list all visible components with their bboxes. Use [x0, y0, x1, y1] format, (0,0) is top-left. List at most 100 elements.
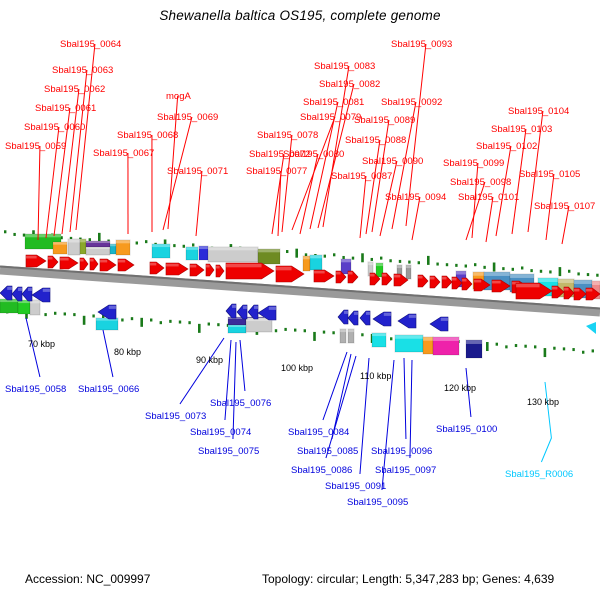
- gene-label-reverse[interactable]: Sbal195_0084: [288, 427, 350, 438]
- gene-label-forward[interactable]: Sbal195_0102: [476, 141, 538, 152]
- gene-label-forward[interactable]: Sbal195_0077: [246, 166, 308, 177]
- gene-arrow-forward[interactable]: [47, 255, 59, 269]
- gene-label-forward[interactable]: Sbal195_0079: [300, 112, 362, 123]
- domain-box[interactable]: [432, 336, 460, 356]
- gene-label-forward[interactable]: Sbal195_0060: [24, 122, 86, 133]
- gene-label-forward[interactable]: Sbal195_0105: [519, 169, 581, 180]
- gene-arrow-reverse[interactable]: [21, 286, 33, 302]
- domain-box[interactable]: [339, 328, 347, 344]
- gene-arrow-forward[interactable]: [461, 277, 473, 291]
- gene-arrow-forward[interactable]: [491, 279, 511, 293]
- gene-label-reverse[interactable]: Sbal195_0058: [5, 384, 67, 395]
- gene-label-forward[interactable]: mogA: [166, 91, 191, 102]
- gene-arrow-forward[interactable]: [473, 278, 491, 292]
- gene-label-forward[interactable]: Sbal195_0098: [450, 177, 512, 188]
- gene-arrow-reverse[interactable]: [0, 285, 13, 301]
- gene-arrow-reverse[interactable]: [347, 310, 359, 326]
- gene-label-forward[interactable]: Sbal195_0094: [385, 192, 447, 203]
- gene-arrow-forward[interactable]: [563, 286, 575, 300]
- gene-label-forward[interactable]: Sbal195_0063: [52, 65, 114, 76]
- domain-box[interactable]: [151, 243, 171, 259]
- gene-label-reverse[interactable]: Sbal195_0091: [325, 481, 387, 492]
- gene-label-forward[interactable]: Sbal195_0092: [381, 97, 443, 108]
- gene-arrow-forward[interactable]: [381, 272, 393, 286]
- gene-arrow-reverse[interactable]: [247, 304, 259, 320]
- gene-arrow-reverse[interactable]: [11, 286, 23, 302]
- gene-label-forward[interactable]: Sbal195_0093: [391, 39, 453, 50]
- domain-box[interactable]: [405, 264, 412, 280]
- gene-label-reverse[interactable]: Sbal195_0076: [210, 398, 272, 409]
- gene-arrow-forward[interactable]: [189, 263, 205, 277]
- gene-arrow-forward[interactable]: [369, 272, 381, 286]
- gene-label-forward[interactable]: Sbal195_0071: [167, 166, 229, 177]
- gene-arrow-forward[interactable]: [441, 275, 453, 289]
- gene-arrow-forward[interactable]: [25, 254, 47, 268]
- domain-box[interactable]: [340, 258, 352, 275]
- gene-label-forward[interactable]: Sbal195_0072: [249, 149, 311, 160]
- domain-box[interactable]: [257, 248, 281, 265]
- gene-label-reverse[interactable]: Sbal195_0086: [291, 465, 353, 476]
- gene-arrow-reverse[interactable]: [236, 304, 248, 320]
- gene-arrow-forward[interactable]: [59, 256, 79, 270]
- gene-arrow-forward[interactable]: [393, 273, 409, 287]
- gene-label-reverse[interactable]: Sbal195_0085: [297, 446, 359, 457]
- gene-arrow-reverse[interactable]: [337, 309, 349, 325]
- gene-label-forward[interactable]: Sbal195_0068: [117, 130, 179, 141]
- gene-label-forward[interactable]: Sbal195_0107: [534, 201, 596, 212]
- gene-label-reverse[interactable]: Sbal195_0073: [145, 411, 207, 422]
- domain-box[interactable]: [24, 233, 62, 250]
- domain-box[interactable]: [465, 339, 483, 359]
- gene-arrow-forward[interactable]: [347, 270, 359, 284]
- gene-arrow-forward[interactable]: [225, 262, 275, 280]
- domain-box[interactable]: [245, 317, 273, 333]
- gene-label-rna[interactable]: Sbal195_R0006: [505, 469, 574, 480]
- domain-box[interactable]: [375, 262, 384, 278]
- gene-arrow-forward[interactable]: [99, 258, 117, 272]
- gene-arrow-forward[interactable]: [79, 257, 89, 271]
- gene-label-forward[interactable]: Sbal195_0069: [157, 112, 219, 123]
- gene-label-reverse[interactable]: Sbal195_0074: [190, 427, 252, 438]
- gene-label-forward[interactable]: Sbal195_0083: [314, 61, 376, 72]
- gene-arrow-forward[interactable]: [573, 287, 587, 301]
- gene-label-reverse[interactable]: Sbal195_0097: [375, 465, 437, 476]
- domain-box[interactable]: [347, 328, 355, 344]
- gene-arrow-forward[interactable]: [275, 265, 305, 283]
- gene-arrow-forward[interactable]: [515, 282, 553, 300]
- gene-label-forward[interactable]: Sbal195_0081: [303, 97, 365, 108]
- gene-label-reverse[interactable]: Sbal195_0095: [347, 497, 409, 508]
- gene-label-forward[interactable]: Sbal195_0101: [458, 192, 520, 203]
- gene-arrow-forward[interactable]: [335, 270, 347, 284]
- gene-arrow-reverse[interactable]: [225, 303, 237, 319]
- gene-arrow-reverse[interactable]: [397, 313, 417, 329]
- gene-label-forward[interactable]: Sbal195_0078: [257, 130, 319, 141]
- gene-label-forward[interactable]: Sbal195_0067: [93, 148, 155, 159]
- gene-arrow-forward[interactable]: [117, 258, 135, 272]
- domain-box[interactable]: [29, 299, 41, 316]
- gene-label-forward[interactable]: Sbal195_0104: [508, 106, 570, 117]
- gene-arrow-reverse[interactable]: [359, 310, 371, 326]
- gene-arrow-forward[interactable]: [149, 261, 165, 275]
- gene-arrow-forward[interactable]: [451, 276, 463, 290]
- gene-arrow-forward[interactable]: [215, 264, 225, 278]
- gene-arrow-forward[interactable]: [89, 257, 99, 271]
- gene-arrow-forward[interactable]: [585, 287, 600, 301]
- gene-label-forward[interactable]: Sbal195_0099: [443, 158, 505, 169]
- gene-label-forward[interactable]: Sbal195_0087: [331, 171, 393, 182]
- gene-label-forward[interactable]: Sbal195_0062: [44, 84, 106, 95]
- gene-arrow-reverse[interactable]: [429, 316, 449, 332]
- gene-arrow-reverse[interactable]: [31, 287, 51, 303]
- gene-label-reverse[interactable]: Sbal195_0096: [371, 446, 433, 457]
- gene-arrow-forward[interactable]: [165, 262, 189, 276]
- gene-arrow-reverse[interactable]: [372, 311, 392, 327]
- gene-label-forward[interactable]: Sbal195_0061: [35, 103, 97, 114]
- domain-box[interactable]: [52, 241, 68, 255]
- domain-box[interactable]: [115, 239, 131, 256]
- gene-label-forward[interactable]: Sbal195_0064: [60, 39, 122, 50]
- gene-label-reverse[interactable]: Sbal195_0075: [198, 446, 260, 457]
- domain-box[interactable]: [371, 332, 387, 348]
- gene-arrow-forward[interactable]: [313, 269, 335, 283]
- gene-arrow-forward[interactable]: [551, 285, 565, 299]
- rna-feature-arrow[interactable]: [586, 322, 596, 334]
- gene-label-forward[interactable]: Sbal195_0089: [354, 115, 416, 126]
- gene-label-forward[interactable]: Sbal195_0059: [5, 141, 67, 152]
